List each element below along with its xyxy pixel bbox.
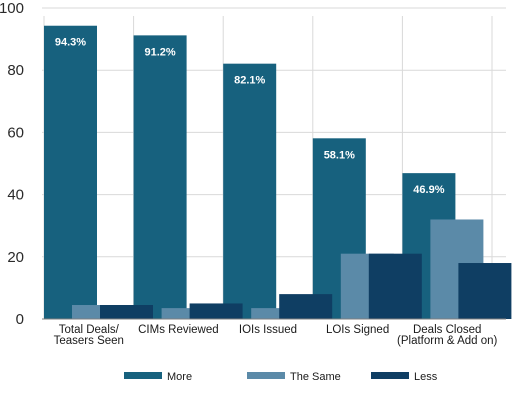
bar-less — [279, 294, 333, 319]
legend-swatch — [124, 372, 162, 379]
bar-more — [44, 25, 97, 320]
y-axis: 0 20 40 60 80 100 — [0, 0, 24, 328]
x-tick-label: (Platform & Add on) — [397, 335, 498, 347]
legend-swatch — [371, 372, 409, 379]
x-tick-label: Deals Closed — [413, 324, 481, 336]
y-tick-label: 60 — [7, 124, 24, 141]
bar-less — [368, 253, 422, 319]
bar-more — [133, 35, 187, 319]
x-tick-label: LOIs Signed — [326, 324, 389, 336]
bar-the-same — [161, 308, 215, 319]
bar-less — [458, 263, 512, 319]
data-label: 58.1% — [324, 149, 355, 161]
legend-label: Less — [414, 371, 438, 383]
data-label: 82.1% — [234, 75, 265, 87]
x-axis: Total Deals/Teasers Seen CIMs Reviewed IOI… — [42, 318, 506, 347]
x-tick-label: IOIs Issued — [239, 324, 297, 336]
legend-swatch — [247, 372, 285, 379]
y-tick-label: 0 — [16, 311, 24, 328]
bar-less — [189, 303, 243, 319]
y-tick-label: 40 — [7, 187, 24, 204]
x-tick-label: CIMs Reviewed — [138, 324, 219, 336]
x-tick-label: Total Deals/ — [59, 324, 120, 336]
data-label: 46.9% — [413, 184, 444, 196]
bar-more — [223, 63, 277, 319]
y-tick-label: 20 — [7, 249, 24, 266]
y-tick-label: 100 — [0, 0, 24, 17]
bar-the-same — [251, 308, 305, 319]
legend-label: The Same — [290, 371, 341, 383]
data-label: 94.3% — [55, 37, 86, 49]
y-tick-label: 80 — [7, 62, 24, 79]
legend-label: More — [167, 371, 192, 383]
data-label: 91.2% — [144, 46, 175, 58]
bar-less — [100, 305, 153, 319]
legend: More The Same Less — [124, 371, 438, 383]
bars: 94.3% 91.2% 82.1% 58.1% 46.9% — [44, 25, 512, 320]
x-tick-label: Teasers Seen — [54, 335, 124, 347]
